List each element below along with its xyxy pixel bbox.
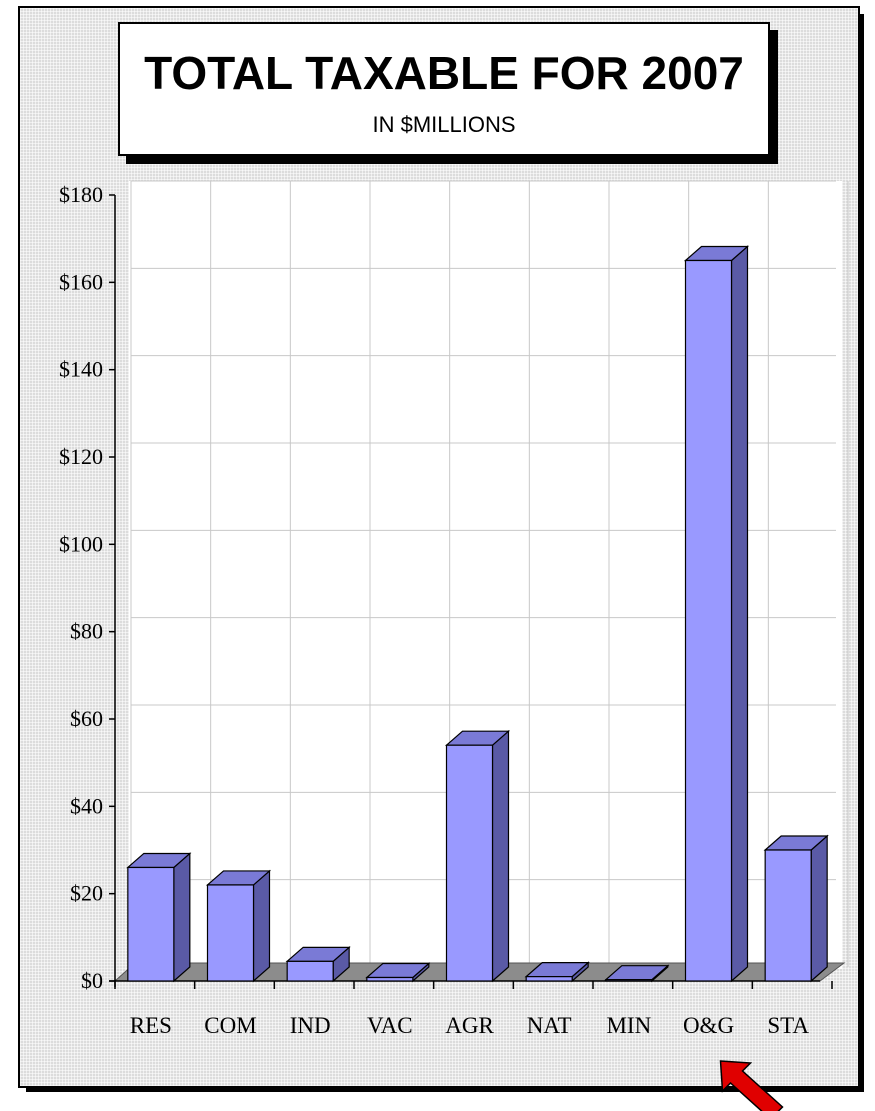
x-tick-label: RES [130, 1013, 172, 1038]
bar-front [366, 976, 414, 982]
y-tick-label: $20 [70, 881, 103, 906]
x-tick-label: AGR [445, 1013, 494, 1038]
bar-ind [285, 946, 351, 983]
highlight-arrow [719, 1060, 784, 1111]
bar-front [127, 866, 175, 982]
y-tick-label: $140 [59, 357, 103, 382]
bar-front [445, 744, 494, 982]
x-tick-label: COM [204, 1013, 256, 1038]
y-tick-label: $0 [81, 968, 103, 993]
bar-side [730, 245, 749, 983]
title-box: TOTAL TAXABLE FOR 2007 IN $MILLIONS [118, 22, 770, 156]
bar-sta [763, 834, 829, 983]
y-tick-label: $100 [59, 531, 103, 556]
bar-side [252, 869, 271, 983]
bar-front [206, 884, 255, 982]
bar-com [205, 869, 272, 983]
bar-front [684, 259, 733, 982]
x-tick-label: NAT [527, 1013, 572, 1038]
bar-agr [444, 729, 511, 983]
bar-front [525, 976, 573, 982]
x-tick-label: STA [767, 1013, 809, 1038]
bar-side [810, 834, 828, 983]
y-tick-labels: $0 $20 $40 $60 $80 $100 $120 $140 $160 $180 [59, 182, 103, 993]
red-arrow-icon [719, 1060, 784, 1111]
x-tick-label: IND [290, 1013, 331, 1038]
x-tick-label: MIN [606, 1013, 651, 1038]
bar-res [126, 852, 192, 983]
y-tick-label: $120 [59, 444, 103, 469]
bar-front [286, 960, 334, 982]
y-tick-label: $180 [59, 182, 103, 207]
bar-oandg [683, 245, 750, 983]
y-tick-label: $40 [70, 793, 103, 818]
bars [126, 245, 829, 983]
y-tick-label: $60 [70, 706, 103, 731]
bar-vac [365, 962, 431, 983]
bar-min [604, 964, 670, 983]
x-tick-label: VAC [367, 1013, 413, 1038]
y-tick-label: $160 [59, 269, 103, 294]
bar-front [764, 849, 812, 982]
x-tick-labels: RES COM IND VAC AGR NAT MIN O&G STA [130, 1013, 810, 1038]
chart-title: TOTAL TAXABLE FOR 2007 [144, 47, 744, 99]
bar-side [173, 852, 191, 983]
chart-subtitle: IN $MILLIONS [372, 112, 516, 137]
y-tick-label: $80 [70, 619, 103, 644]
bar-side [491, 729, 510, 983]
bar-nat [524, 961, 590, 983]
x-tick-label: O&G [683, 1013, 734, 1038]
bar-front [605, 979, 653, 982]
